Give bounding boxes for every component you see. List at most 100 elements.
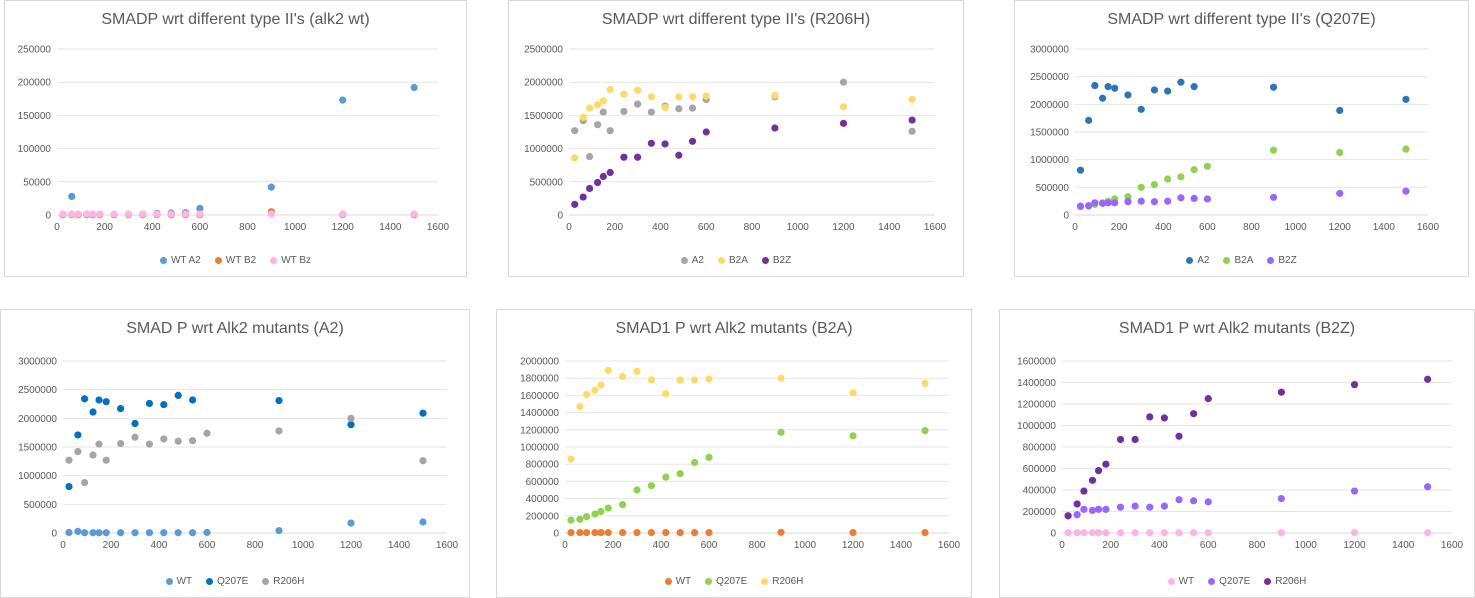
data-point [1175, 432, 1183, 440]
y-tick-label: 3000000 [18, 357, 57, 368]
y-tick-label: 1600000 [520, 391, 559, 402]
data-point [576, 402, 584, 411]
x-tick-label: 800 [744, 222, 761, 233]
legend-marker-icon [705, 578, 713, 585]
data-point [110, 210, 118, 218]
y-tick-label: 0 [1050, 529, 1056, 540]
y-tick-label: 50000 [23, 177, 51, 188]
data-point [74, 447, 82, 456]
legend-marker-icon [1264, 578, 1272, 585]
y-tick-label: 1200000 [520, 425, 559, 436]
data-point [410, 210, 418, 218]
x-tick-label: 1600 [924, 222, 947, 233]
data-point [124, 210, 133, 218]
x-tick-label: 800 [1243, 222, 1260, 233]
data-point [1190, 410, 1198, 418]
chart-panel-b2z: SMAD1 P wrt Alk2 mutants (B2Z) 0 200000 400… [999, 309, 1475, 598]
data-point [1150, 86, 1159, 94]
data-point [567, 516, 575, 524]
y-tick-label: 1000000 [1017, 421, 1056, 432]
data-point [1150, 180, 1159, 189]
data-point [1104, 83, 1112, 91]
data-point [1111, 84, 1119, 92]
y-tick-label: 1500000 [1030, 128, 1069, 139]
data-point [567, 528, 575, 537]
legend-label: R206H [273, 576, 305, 587]
data-point [1094, 505, 1103, 513]
x-tick-label: 1400 [1373, 222, 1396, 233]
data-point [1175, 496, 1183, 504]
data-point [68, 192, 76, 201]
data-point [1177, 194, 1185, 202]
y-tick-label: 500000 [24, 500, 58, 511]
data-point [1175, 529, 1183, 537]
data-point [661, 140, 669, 148]
data-point [604, 366, 612, 375]
data-point [571, 127, 579, 135]
legend-item: Q207E [1208, 576, 1250, 587]
data-point [585, 184, 594, 193]
legend-marker-icon [664, 578, 672, 585]
data-point [160, 529, 168, 537]
data-point [131, 433, 139, 441]
data-point [347, 421, 355, 429]
legend-marker-icon [680, 257, 688, 264]
legend-label: B2A [1234, 255, 1254, 266]
data-point [160, 435, 168, 443]
data-point [647, 528, 655, 537]
legend-label: R206H [1275, 576, 1307, 587]
data-point [153, 210, 161, 218]
x-tick-label: 600 [1199, 222, 1216, 233]
data-point [1190, 529, 1198, 537]
data-point [567, 455, 575, 463]
chart-title: SMADP wrt different type II's (alk2 wt) [101, 11, 370, 28]
data-point [95, 529, 103, 537]
data-point [1131, 529, 1139, 537]
data-point [777, 528, 785, 536]
x-tick-label: 200 [606, 222, 623, 233]
legend-item: WT Bz [270, 255, 311, 266]
legend-label: A2 [1197, 255, 1210, 266]
data-point [1277, 388, 1285, 396]
data-point [174, 437, 182, 445]
data-point [597, 528, 605, 537]
data-point [1116, 529, 1125, 537]
data-point [275, 526, 283, 535]
data-point [145, 399, 153, 408]
data-point [1203, 162, 1211, 170]
data-point [691, 528, 699, 537]
chart-title: SMAD1 P wrt Alk2 mutants (B2A) [615, 320, 853, 337]
data-point [117, 529, 125, 537]
x-tick-label: 1600 [436, 540, 459, 551]
data-point [921, 528, 929, 537]
data-point [1073, 511, 1081, 519]
data-point [849, 432, 857, 440]
legend-label: WT Bz [281, 255, 312, 266]
x-tick-label: 600 [199, 540, 216, 551]
data-point [585, 152, 594, 161]
data-point [583, 513, 591, 521]
data-point [675, 105, 683, 113]
data-point [1146, 413, 1154, 421]
data-point [662, 528, 670, 537]
data-point [81, 395, 89, 403]
data-point [339, 210, 347, 218]
data-point [619, 528, 627, 537]
y-tick-label: 0 [1063, 211, 1069, 222]
data-point [593, 178, 602, 187]
data-point [604, 504, 612, 512]
legend-item: Q207E [206, 576, 248, 587]
legend-item: WT [165, 576, 192, 587]
data-point [571, 200, 579, 208]
data-point [583, 390, 591, 399]
x-tick-label: 400 [1155, 222, 1172, 233]
legend-marker-icon [761, 257, 769, 264]
data-point [839, 119, 848, 127]
y-tick-label: 800000 [526, 460, 560, 471]
data-point [89, 210, 97, 218]
data-point [1160, 414, 1168, 422]
y-tick-label: 0 [557, 211, 563, 222]
legend-label: B2Z [772, 255, 792, 266]
y-tick-label: 250000 [18, 45, 52, 56]
data-point [102, 398, 110, 406]
